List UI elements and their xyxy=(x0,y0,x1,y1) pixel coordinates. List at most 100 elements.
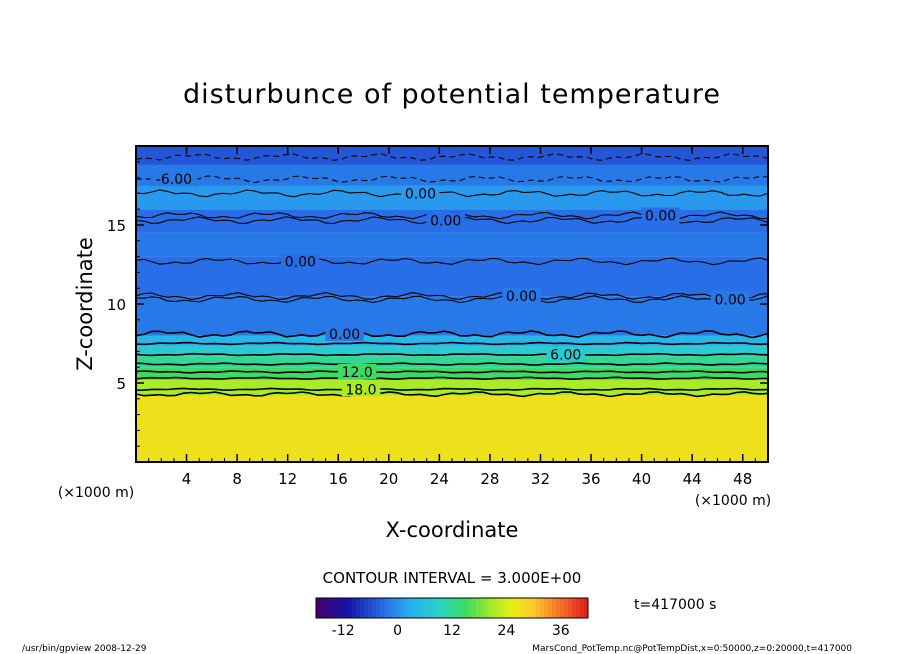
field-zone xyxy=(136,256,768,297)
x-tick-label: 12 xyxy=(278,470,297,488)
field-zone xyxy=(136,296,768,336)
contour-line xyxy=(136,370,768,374)
contour-label-bg xyxy=(325,326,364,342)
colorbar-cell xyxy=(540,598,545,618)
contour-label-bg xyxy=(341,381,381,397)
colorbar-tick-label: 0 xyxy=(393,623,402,639)
colorbar-cell xyxy=(456,598,461,618)
x-tick-label: 4 xyxy=(182,470,192,488)
plot-area: 18.012.0 6.00 0.00 0.00 0.00 0.00 0.00 0.00 0.00… xyxy=(135,145,769,463)
contour-line xyxy=(136,153,768,161)
colorbar-cell xyxy=(476,598,481,618)
y-axis-label: Z-coordinate xyxy=(73,237,97,371)
colorbar-cell xyxy=(352,598,357,618)
colorbar-cell xyxy=(400,598,405,618)
field-zone xyxy=(136,346,768,357)
x-tick-label: 28 xyxy=(480,470,499,488)
contour-label: 0.00 xyxy=(285,254,316,270)
colorbar-cell xyxy=(520,598,525,618)
colorbar-cell xyxy=(372,598,377,618)
footer-left: /usr/bin/gpview 2008-12-29 xyxy=(22,644,147,654)
y-tick-label: 5 xyxy=(116,375,126,393)
colorbar-cell xyxy=(440,598,445,618)
colorbar-cell xyxy=(404,598,409,618)
colorbar-cell xyxy=(444,598,449,618)
contour-label-bg xyxy=(281,253,320,269)
contour-label-bg xyxy=(338,363,377,379)
y-axis-ticks: 5 10 15 xyxy=(107,161,768,447)
colorbar-cell xyxy=(424,598,429,618)
colorbar-cell xyxy=(448,598,453,618)
contour-line xyxy=(136,330,768,339)
colorbar-cell xyxy=(460,598,465,618)
x-tick-label: 24 xyxy=(430,470,449,488)
colorbar-cell xyxy=(516,598,521,618)
colorbar-cell xyxy=(568,598,573,618)
contour-label: 0.00 xyxy=(430,213,461,229)
colorbar-tick-label: -12 xyxy=(332,623,355,639)
color-field xyxy=(136,146,768,462)
x-tick-label: 36 xyxy=(581,470,600,488)
contour-line xyxy=(136,341,768,346)
contour-label-bg xyxy=(150,171,198,187)
colorbar-cell xyxy=(484,598,489,618)
field-zone xyxy=(136,356,768,368)
contour-line xyxy=(136,387,768,392)
colorbar-cell xyxy=(432,598,437,618)
colorbar-cell xyxy=(532,598,537,618)
colorbar-cell xyxy=(564,598,569,618)
contour-line xyxy=(136,257,768,266)
colorbar-cell xyxy=(376,598,381,618)
colorbar-cell xyxy=(368,598,373,618)
contour-labels: 18.012.0 6.00 0.00 0.00 0.00 0.00 0.00 0.00 0.00… xyxy=(150,171,750,398)
x-unit-left: (×1000 m) xyxy=(58,485,134,501)
colorbar-cell xyxy=(436,598,441,618)
contour-label: -6.00 xyxy=(156,172,192,188)
x-tick-label: 20 xyxy=(379,470,398,488)
colorbar-ticks: -12 0 12 24 36 xyxy=(332,623,570,639)
colorbar-cell xyxy=(480,598,485,618)
colorbar-cell xyxy=(392,598,397,618)
contour-line xyxy=(136,376,768,381)
contour-label-bg xyxy=(641,207,680,223)
x-axis-label: X-coordinate xyxy=(386,518,519,542)
field-zone xyxy=(136,185,768,210)
x-tick-label: 16 xyxy=(329,470,348,488)
colorbar-cell xyxy=(512,598,517,618)
colorbar-cell xyxy=(496,598,501,618)
field-zone xyxy=(136,367,768,380)
field-zone xyxy=(136,146,768,165)
colorbar-cell xyxy=(572,598,577,618)
time-label: t=417000 s xyxy=(634,597,716,613)
field-zone xyxy=(136,164,768,186)
colorbar-cell xyxy=(528,598,533,618)
colorbar-cell xyxy=(384,598,389,618)
contour-label-bg xyxy=(546,346,585,362)
colorbar-cell xyxy=(492,598,497,618)
colorbar-cell xyxy=(536,598,541,618)
colorbar-cell xyxy=(580,598,585,618)
colorbar-cell xyxy=(428,598,433,618)
colorbar-cell xyxy=(348,598,353,618)
field-zone xyxy=(136,335,768,347)
colorbar-cell xyxy=(388,598,393,618)
colorbar-cell xyxy=(420,598,425,618)
contour-line xyxy=(136,390,768,398)
x-tick-label: 48 xyxy=(733,470,752,488)
colorbar-cell xyxy=(560,598,565,618)
colorbar-cell xyxy=(584,598,589,618)
contour-line xyxy=(136,189,768,198)
contour-label: 18.0 xyxy=(345,382,376,398)
colorbar-cell xyxy=(360,598,365,618)
footer-right: MarsCond_PotTemp.nc@PotTempDist,x=0:5000… xyxy=(532,644,852,654)
x-tick-label: 44 xyxy=(683,470,702,488)
colorbar-cell xyxy=(316,598,321,618)
colorbar-cell xyxy=(452,598,457,618)
contour-line xyxy=(136,362,768,366)
colorbar-cell xyxy=(508,598,513,618)
contour-label-bg xyxy=(426,212,465,228)
chart-title: disturbunce of potential temperature xyxy=(183,79,721,110)
colorbar-tick-label: 36 xyxy=(552,623,570,639)
colorbar-cell xyxy=(464,598,469,618)
field-zone xyxy=(136,395,768,462)
